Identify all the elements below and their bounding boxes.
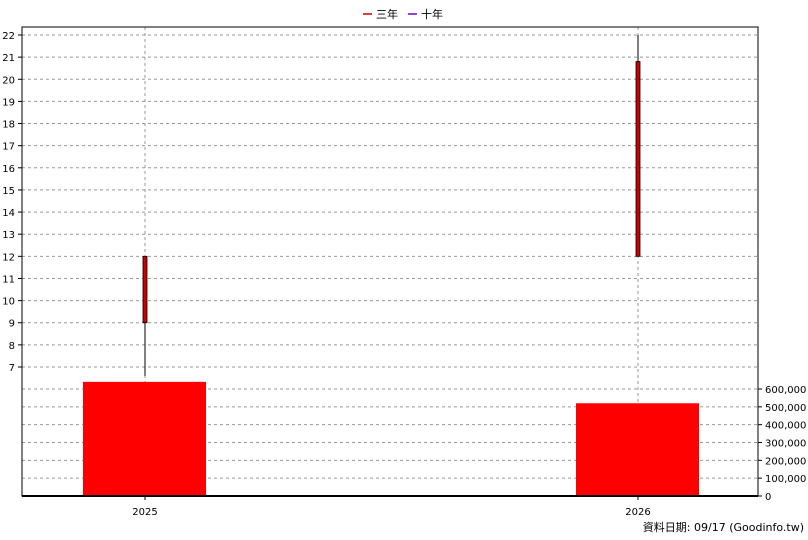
candle-body — [142, 255, 148, 324]
price-tick-label: 14 — [2, 208, 15, 219]
volume-tick-label: 600,000 — [765, 385, 806, 396]
price-tick-label: 16 — [2, 164, 15, 175]
legend-label: 三年 — [376, 7, 398, 21]
price-tick-label: 20 — [2, 75, 15, 86]
volume-tick-label: 500,000 — [765, 403, 806, 414]
price-tick-label: 10 — [2, 297, 15, 308]
volume-tick-label: 400,000 — [765, 421, 806, 432]
volume-tick-label: 200,000 — [765, 456, 806, 467]
x-tick-label: 2025 — [132, 507, 157, 518]
candle-body — [635, 61, 641, 257]
candles — [142, 35, 641, 376]
axes: 7 8 9 10 11 12 13 14 15 16 17 18 19 20 21 22 0 100,000 200… — [2, 26, 806, 518]
price-tick-label: 12 — [2, 252, 15, 263]
price-tick-label: 11 — [2, 274, 15, 285]
price-tick-label: 17 — [2, 142, 15, 153]
price-tick-label: 8 — [9, 341, 15, 352]
volume-tick-label: 300,000 — [765, 439, 806, 450]
volume-tick-label: 100,000 — [765, 474, 806, 485]
volume-bar — [576, 403, 699, 496]
price-tick-label: 7 — [9, 363, 15, 374]
price-tick-label: 21 — [2, 53, 15, 64]
price-tick-label: 13 — [2, 230, 15, 241]
price-tick-label: 15 — [2, 186, 15, 197]
x-tick-label: 2026 — [625, 507, 650, 518]
legend-label: 十年 — [421, 7, 443, 21]
volume-tick-label: 0 — [765, 492, 771, 503]
price-tick-label: 9 — [9, 319, 15, 330]
volume-bar — [83, 381, 206, 496]
volume-bars — [83, 381, 699, 496]
price-tick-label: 19 — [2, 97, 15, 108]
legend: 三年 十年 — [363, 7, 443, 21]
price-tick-label: 22 — [2, 31, 15, 42]
price-tick-label: 18 — [2, 120, 15, 131]
footer-source: 資料日期: 09/17 (Goodinfo.tw) — [643, 520, 804, 534]
